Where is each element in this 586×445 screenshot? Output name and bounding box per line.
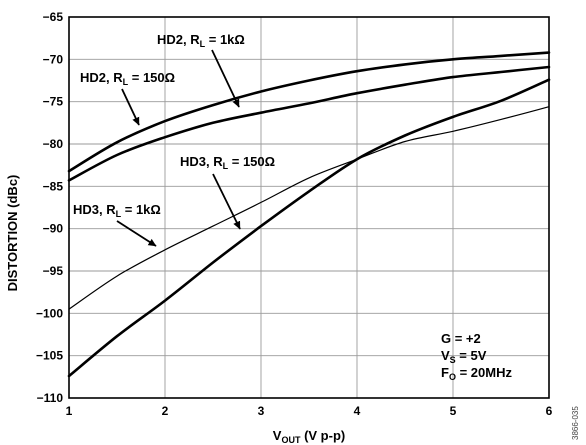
x-axis-title-main: V bbox=[273, 428, 282, 443]
annotation-arrow-hd2-1k bbox=[211, 49, 240, 108]
x-tick-label: 3 bbox=[258, 404, 265, 418]
y-tick-label: −75 bbox=[43, 95, 64, 109]
y-tick-label: −105 bbox=[36, 349, 63, 363]
annotation-hd3-1k: HD3, RL = 1kΩ bbox=[73, 202, 161, 219]
annotation-hd2-1k: HD2, RL = 1kΩ bbox=[157, 32, 245, 49]
series-line-hd2-150 bbox=[67, 65, 551, 182]
condition-frequency: FO = 20MHz bbox=[441, 365, 512, 382]
y-tick-label: −80 bbox=[43, 137, 64, 151]
annotation-hd2-150: HD2, RL = 150Ω bbox=[80, 70, 175, 87]
y-axis-title: DISTORTION (dBc) bbox=[5, 175, 20, 292]
y-tick-labels: −65 −70 −75 −80 −85 −90 −95 −100 −105 −110 bbox=[36, 10, 63, 405]
annotation-arrow-hd3-1k bbox=[116, 220, 157, 247]
x-tick-label: 4 bbox=[354, 404, 361, 418]
y-tick-label: −65 bbox=[43, 10, 64, 24]
x-tick-label: 5 bbox=[450, 404, 457, 418]
annotation-arrow-hd3-150 bbox=[212, 173, 241, 230]
y-tick-label: −100 bbox=[36, 306, 63, 320]
x-axis-title-sub: OUT bbox=[281, 435, 301, 445]
series-lines bbox=[67, 51, 551, 378]
annotation-hd3-150: HD3, RL = 150Ω bbox=[180, 154, 275, 171]
plot-frame bbox=[68, 16, 550, 399]
annotation-arrow-hd2-150 bbox=[121, 88, 140, 126]
x-tick-label: 6 bbox=[546, 404, 553, 418]
x-tick-label: 2 bbox=[162, 404, 169, 418]
y-tick-label: −110 bbox=[37, 391, 64, 405]
x-tick-label: 1 bbox=[66, 404, 73, 418]
condition-gain: G = +2 bbox=[441, 331, 481, 346]
x-tick-labels: 1 2 3 4 5 6 bbox=[66, 404, 553, 418]
y-tick-label: −85 bbox=[43, 179, 64, 193]
y-tick-label: −70 bbox=[43, 52, 64, 66]
series-line-hd3-150 bbox=[67, 78, 551, 378]
y-tick-label: −95 bbox=[43, 264, 64, 278]
x-axis-title-rest: (V p-p) bbox=[300, 428, 345, 443]
series-line-hd2-1k bbox=[67, 51, 551, 173]
series-annotations: HD2, RL = 1kΩ HD2, RL = 150Ω HD3, RL = 150… bbox=[73, 32, 275, 247]
x-axis-title: VOUT (V p-p) bbox=[273, 428, 345, 445]
series-line-hd3-1k bbox=[68, 106, 550, 310]
figure-id: 3866-035 bbox=[571, 406, 580, 440]
y-tick-label: −90 bbox=[43, 222, 64, 236]
condition-supply: VS = 5V bbox=[441, 348, 487, 365]
